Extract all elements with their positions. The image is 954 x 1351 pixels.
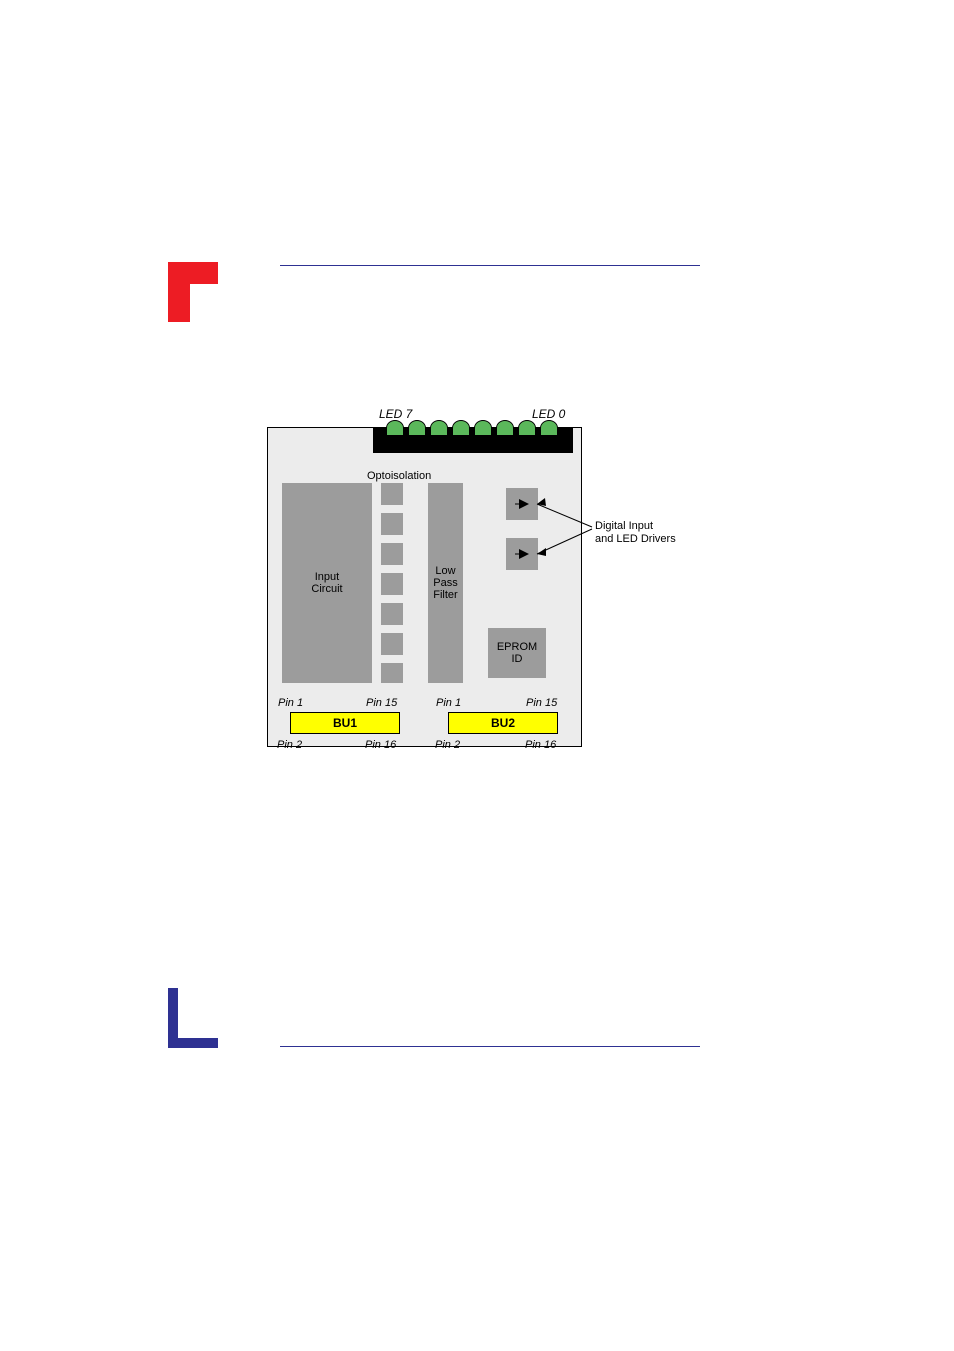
blue-corner-glyph: [168, 988, 218, 1048]
callout-l2: and LED Drivers: [595, 533, 676, 545]
eprom-id-block: EPROM ID: [488, 628, 546, 678]
driver-block-bottom: [506, 538, 538, 570]
led-row: [386, 420, 566, 436]
callout-lines: [537, 497, 597, 567]
bu1-connector: BU1: [290, 712, 400, 734]
led-1: [518, 420, 536, 436]
arrow-in-icon: [515, 549, 529, 559]
callout-text: Digital Input and LED Drivers: [595, 520, 676, 545]
low-pass-filter-block: Low Pass Filter: [428, 483, 463, 683]
opto-block-3: [381, 543, 403, 565]
lpf-l2: Pass: [433, 577, 457, 589]
board-diagram: LED 7 LED 0 Optoisolation Input Circui: [267, 407, 707, 767]
driver-block-top: [506, 488, 538, 520]
callout-l1: Digital Input: [595, 520, 653, 532]
led-4: [452, 420, 470, 436]
led-0: [540, 420, 558, 436]
led-label-right: LED 0: [532, 407, 565, 421]
lpf-l3: Filter: [433, 589, 457, 601]
bu2-label: BU2: [491, 716, 515, 730]
arrow-in-icon: [515, 499, 529, 509]
opto-block-2: [381, 513, 403, 535]
bu2-connector: BU2: [448, 712, 558, 734]
bu2-pin15-label: Pin 15: [526, 697, 557, 709]
opto-block-5: [381, 603, 403, 625]
bottom-rule: [280, 1046, 700, 1047]
led-label-left: LED 7: [379, 407, 412, 421]
optoisolation-label: Optoisolation: [367, 470, 431, 482]
opto-block-6: [381, 633, 403, 655]
eprom-l1: EPROM: [497, 641, 537, 653]
input-circuit-l1: Input: [315, 571, 339, 583]
led-3: [474, 420, 492, 436]
led-5: [430, 420, 448, 436]
top-rule: [280, 265, 700, 266]
led-6: [408, 420, 426, 436]
page: LED 7 LED 0 Optoisolation Input Circui: [0, 0, 954, 1351]
bu2-pin16-label: Pin 16: [525, 739, 556, 751]
opto-block-4: [381, 573, 403, 595]
bu2-pin1-label: Pin 1: [436, 697, 461, 709]
eprom-l2: ID: [512, 653, 523, 665]
bu1-pin1-label: Pin 1: [278, 697, 303, 709]
bu2-pin2-label: Pin 2: [435, 739, 460, 751]
bu1-pin16-label: Pin 16: [365, 739, 396, 751]
opto-block-1: [381, 483, 403, 505]
input-circuit-block: Input Circuit: [282, 483, 372, 683]
board-outline: Optoisolation Input Circuit Low Pass: [267, 427, 582, 747]
led-7: [386, 420, 404, 436]
bu1-pin15-label: Pin 15: [366, 697, 397, 709]
lpf-l1: Low: [435, 565, 455, 577]
opto-block-7: [381, 663, 403, 683]
bu1-label: BU1: [333, 716, 357, 730]
bu1-pin2-label: Pin 2: [277, 739, 302, 751]
red-corner-glyph: [168, 262, 218, 322]
led-2: [496, 420, 514, 436]
input-circuit-l2: Circuit: [311, 583, 342, 595]
